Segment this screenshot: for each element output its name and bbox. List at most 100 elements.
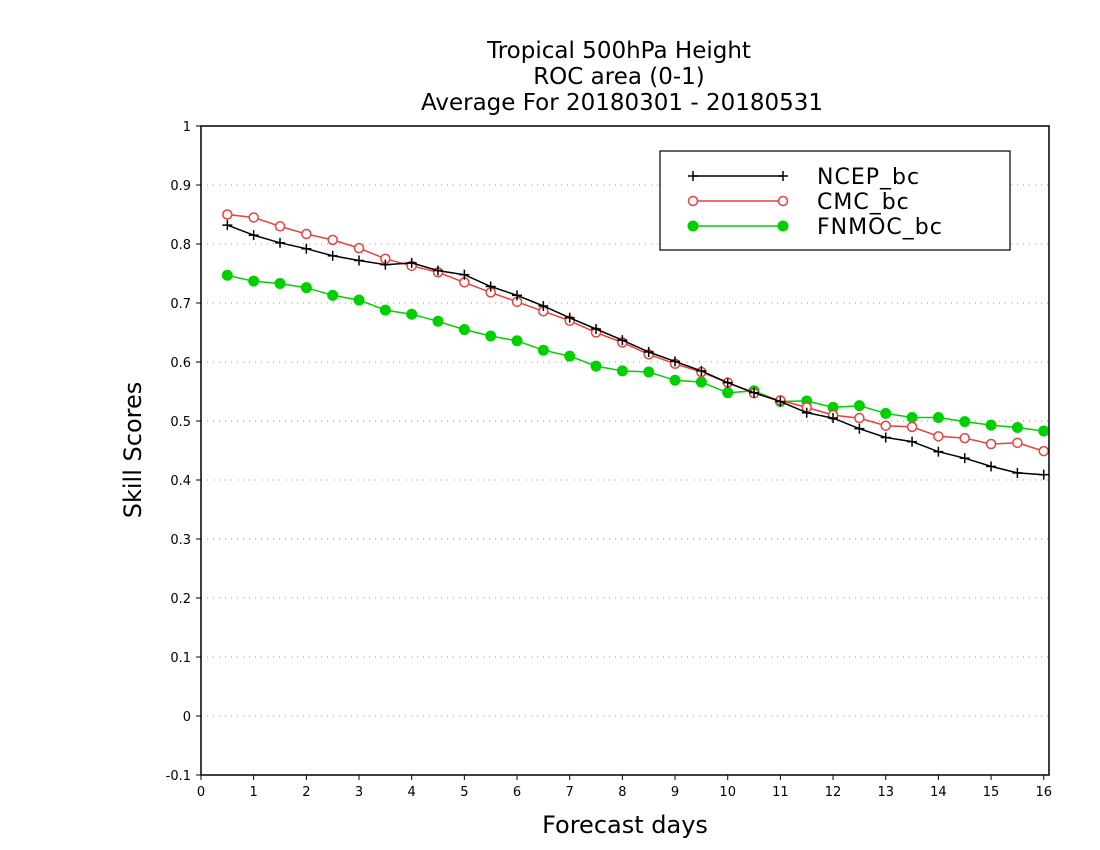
x-tick-label: 3: [355, 785, 363, 800]
y-tick-label: 1: [183, 120, 191, 135]
data-point-fnmoc-bc: [669, 374, 681, 386]
data-point-ncep-bc: [801, 407, 812, 418]
data-point-ncep-bc: [512, 290, 523, 301]
data-point-ncep-bc: [722, 377, 733, 388]
chart-title: Tropical 500hPa Height ROC area (0-1) Av…: [421, 38, 823, 116]
data-point-ncep-bc: [959, 453, 970, 464]
legend-label: FNMOC_bc: [817, 215, 943, 240]
data-point-ncep-bc: [986, 461, 997, 472]
y-tick-label: 0.9: [170, 179, 191, 194]
data-point-ncep-bc: [380, 259, 391, 270]
data-point-ncep-bc: [617, 335, 628, 346]
y-tick-label: 0.6: [170, 356, 191, 371]
x-tick-label: 2: [302, 785, 310, 800]
data-point-ncep-bc: [670, 356, 681, 367]
data-point-cmc-bc: [985, 438, 997, 450]
data-point-fnmoc-bc: [248, 275, 260, 287]
data-point-ncep-bc: [854, 423, 865, 434]
x-tick-label: 15: [983, 785, 1000, 800]
axis-ticks: -0.100.10.20.30.40.50.60.70.80.910 1 2 3 4 5 6…: [166, 120, 1052, 800]
y-tick-label: -0.1: [166, 769, 191, 784]
data-point-cmc-bc: [1038, 445, 1049, 457]
data-point-fnmoc-bc: [590, 360, 602, 372]
title-line-3: Average For 20180301 - 20180531: [421, 90, 823, 116]
data-point-ncep-bc: [406, 257, 417, 268]
series-line-fnmoc-bc: [227, 274, 1044, 432]
title-line-1: Tropical 500hPa Height: [486, 38, 751, 64]
y-tick-label: 0.7: [170, 297, 191, 312]
data-point-fnmoc-bc: [564, 350, 576, 362]
series-lines: [221, 209, 1050, 480]
data-point-fnmoc-bc: [643, 366, 655, 378]
y-tick-label: 0: [183, 710, 191, 725]
x-tick-label: 6: [513, 785, 521, 800]
data-point-ncep-bc: [275, 237, 286, 248]
data-point-cmc-bc: [301, 228, 312, 240]
legend-item-fnmoc-bc: FNMOC_bc: [687, 215, 943, 240]
data-point-ncep-bc: [485, 281, 496, 292]
data-point-cmc-bc: [1012, 437, 1023, 449]
legend-item-cmc-bc: CMC_bc: [687, 190, 909, 215]
x-tick-label: 8: [618, 785, 626, 800]
y-tick-label: 0.4: [170, 474, 191, 489]
legend-marker: [688, 171, 698, 181]
x-tick-label: 12: [825, 785, 842, 800]
data-point-ncep-bc: [775, 396, 786, 407]
data-point-fnmoc-bc: [1011, 421, 1023, 433]
data-point-fnmoc-bc: [959, 416, 971, 428]
data-point-fnmoc-bc: [537, 344, 549, 356]
data-point-ncep-bc: [301, 243, 312, 254]
x-tick-label: 1: [250, 785, 258, 800]
x-tick-label: 4: [408, 785, 416, 800]
legend-marker: [687, 195, 699, 207]
x-tick-label: 5: [460, 785, 468, 800]
legend-marker: [777, 195, 789, 207]
data-point-ncep-bc: [591, 323, 602, 334]
title-line-2: ROC area (0-1): [533, 64, 705, 90]
x-tick-label: 16: [1035, 785, 1052, 800]
legend-marker: [778, 171, 788, 181]
y-axis-label: Skill Scores: [119, 382, 147, 519]
data-point-ncep-bc: [222, 220, 233, 231]
data-point-ncep-bc: [696, 365, 707, 376]
data-point-ncep-bc: [538, 300, 549, 311]
data-point-cmc-bc: [854, 412, 865, 424]
y-tick-label: 0.8: [170, 238, 191, 253]
data-point-fnmoc-bc: [722, 387, 734, 399]
data-point-fnmoc-bc: [432, 315, 444, 327]
x-tick-label: 9: [671, 785, 679, 800]
data-point-fnmoc-bc: [406, 308, 418, 320]
x-tick-label: 7: [566, 785, 574, 800]
grid-lines: [201, 184, 1049, 717]
data-point-cmc-bc: [959, 432, 970, 444]
data-point-fnmoc-bc: [906, 411, 918, 423]
data-point-fnmoc-bc: [932, 411, 944, 423]
data-point-ncep-bc: [643, 346, 654, 357]
series-fnmoc-bc: [221, 269, 1050, 437]
data-point-ncep-bc: [354, 255, 365, 266]
x-tick-label: 14: [930, 785, 947, 800]
legend-marker: [687, 220, 699, 232]
data-point-fnmoc-bc: [221, 269, 233, 281]
y-tick-label: 0.3: [170, 533, 191, 548]
data-point-cmc-bc: [353, 242, 365, 254]
legend-item-ncep-bc: NCEP_bc: [688, 165, 920, 190]
series-line-ncep-bc: [227, 224, 1044, 476]
data-point-fnmoc-bc: [511, 335, 523, 347]
data-point-fnmoc-bc: [1038, 425, 1050, 437]
data-point-fnmoc-bc: [616, 365, 628, 377]
legend-label: NCEP_bc: [817, 165, 920, 190]
data-point-ncep-bc: [327, 250, 338, 261]
data-point-fnmoc-bc: [695, 376, 707, 388]
data-point-cmc-bc: [248, 212, 259, 223]
data-point-fnmoc-bc: [353, 294, 365, 306]
data-point-ncep-bc: [880, 432, 891, 443]
series-cmc-bc: [222, 209, 1049, 457]
x-tick-label: 11: [772, 785, 789, 800]
y-tick-label: 0.2: [170, 592, 191, 607]
x-tick-label: 0: [197, 785, 205, 800]
data-point-ncep-bc: [433, 265, 444, 276]
data-point-ncep-bc: [907, 436, 918, 447]
data-point-fnmoc-bc: [458, 324, 470, 336]
